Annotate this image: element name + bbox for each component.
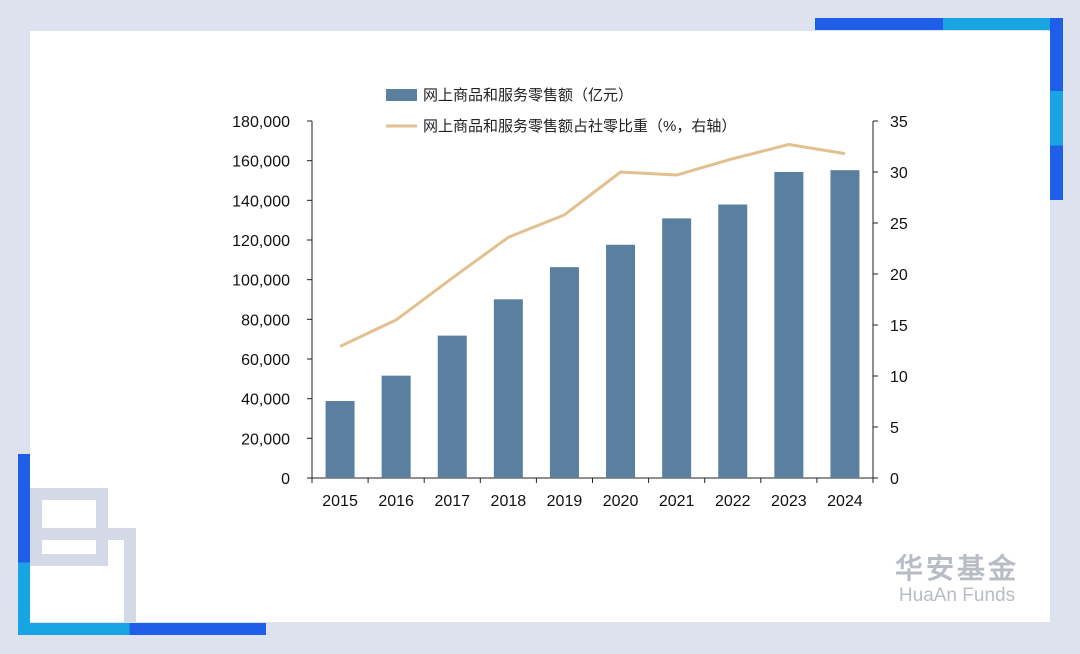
bar-2021 [662,218,692,479]
brand-name-en: HuaAn Funds [898,585,1016,606]
corner-accent-left-bar [18,454,30,635]
chart-line [339,142,846,348]
x-tick-label: 2015 [322,493,358,510]
x-tick-label: 2020 [603,493,639,510]
bar-2020 [606,244,636,478]
y-left-tick-label: 180,000 [232,114,290,131]
chart-legend: 网上商品和服务零售额（亿元） 网上商品和服务零售额占社零比重（%，右轴） [386,87,736,135]
chart-bars [325,170,860,479]
bar-2022 [718,204,748,478]
x-tick-label: 2018 [491,493,527,510]
x-tick-label: 2022 [715,493,751,510]
y-right-tick-label: 0 [890,471,899,488]
corner-accent-top-right [815,18,943,30]
x-tick-label: 2021 [659,493,695,510]
corner-accent-right-bar [1050,18,1063,200]
y-right-tick-label: 35 [890,114,908,131]
chart-panel [30,31,1050,622]
y-right-tick-label: 30 [890,165,908,182]
y-left-tick-label: 80,000 [241,312,290,329]
y-right-tick-label: 5 [890,420,899,437]
y-right-tick-label: 15 [890,318,908,335]
y-left-tick-label: 40,000 [241,392,290,409]
x-tick-label: 2024 [827,493,863,510]
legend-label-bar: 网上商品和服务零售额（亿元） [423,87,633,104]
y-left-tick-label: 120,000 [232,233,290,250]
y-left-tick-label: 160,000 [232,154,290,171]
bar-2023 [774,171,804,478]
corner-accent-top-right-cyan [943,18,1053,30]
y-left-tick-label: 20,000 [241,431,290,448]
y-left-tick-label: 140,000 [232,193,290,210]
corner-accent-bottom-bar [18,623,266,635]
x-tick-label: 2019 [547,493,583,510]
legend-label-line: 网上商品和服务零售额占社零比重（%，右轴） [423,118,736,135]
y-left-tick-label: 100,000 [232,273,290,290]
bar-2015 [325,401,355,478]
share-line-series [339,142,846,348]
legend-swatch-bar [386,89,417,101]
y-left-tick-label: 60,000 [241,352,290,369]
corner-square-outline-2 [30,528,136,622]
bar-2016 [381,375,411,478]
bar-2019 [549,267,579,478]
bar-2017 [437,335,467,478]
x-tick-label: 2023 [771,493,807,510]
bar-2024 [830,170,860,479]
chart-axes: 0 20,000 40,000 60,000 80,000 100,000 120,000 1… [232,114,908,510]
x-tick-label: 2017 [434,493,470,510]
y-left-tick-label: 0 [281,471,290,488]
y-right-tick-label: 20 [890,267,908,284]
y-right-tick-label: 10 [890,369,908,386]
corner-square-outline-1 [30,488,108,566]
brand-watermark: 华安基金 HuaAn Funds [895,553,1019,607]
brand-name-cn: 华安基金 [895,552,1020,585]
y-right-tick-label: 25 [890,216,908,233]
x-tick-label: 2016 [378,493,414,510]
bar-2018 [493,299,523,478]
